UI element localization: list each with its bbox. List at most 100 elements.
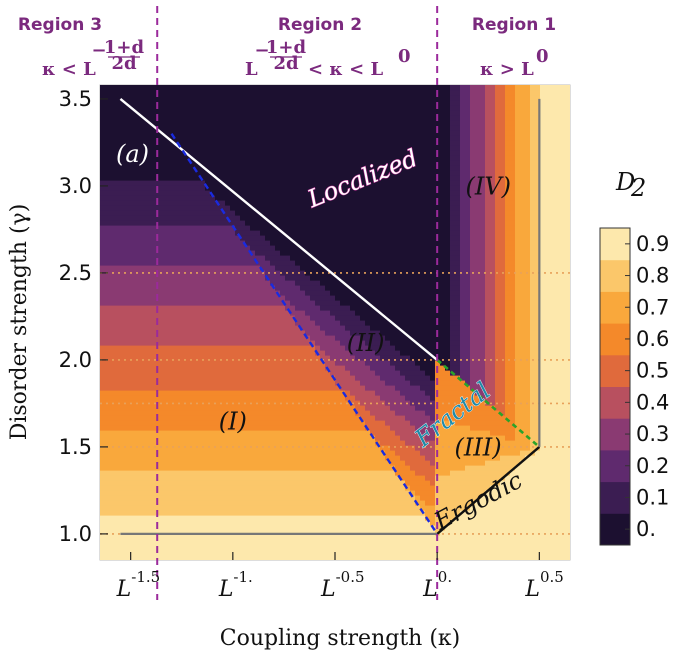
heat-cell — [275, 255, 281, 261]
heat-cell — [220, 480, 226, 486]
heat-cell — [195, 285, 201, 291]
heat-cell — [180, 120, 186, 126]
heat-cell — [275, 355, 281, 361]
heat-cell — [220, 155, 226, 161]
heat-cell — [125, 375, 131, 381]
heat-cell — [120, 300, 126, 306]
heat-cell — [110, 150, 116, 156]
heat-cell — [125, 470, 131, 476]
heat-cell — [355, 400, 361, 406]
heat-cell — [340, 435, 346, 441]
heat-cell — [240, 490, 246, 496]
heat-cell — [305, 90, 311, 96]
heat-cell — [130, 335, 136, 341]
heat-cell — [120, 150, 126, 156]
heat-cell — [300, 355, 306, 361]
heat-cell — [150, 345, 156, 351]
heat-cell — [110, 90, 116, 96]
heat-cell — [250, 250, 256, 256]
heat-cell — [345, 110, 351, 116]
heat-cell — [265, 470, 271, 476]
heat-cell — [195, 355, 201, 361]
heat-cell — [165, 150, 171, 156]
heat-cell — [120, 190, 126, 196]
heat-cell — [235, 345, 241, 351]
heat-cell — [270, 195, 276, 201]
heat-cell — [200, 285, 206, 291]
heat-cell — [260, 230, 266, 236]
heat-cell — [280, 270, 286, 276]
heat-cell — [340, 305, 346, 311]
heat-cell — [225, 410, 231, 416]
heat-cell — [235, 545, 241, 551]
heat-cell — [115, 115, 121, 121]
heat-cell — [305, 320, 311, 326]
heat-cell — [105, 415, 111, 421]
heat-cell — [110, 545, 116, 551]
heat-cell — [320, 125, 326, 131]
heat-cell — [305, 175, 311, 181]
heat-cell — [205, 485, 211, 491]
heat-cell — [325, 160, 331, 166]
heat-cell — [260, 415, 266, 421]
heat-cell — [260, 150, 266, 156]
heat-cell — [120, 440, 126, 446]
heat-cell — [190, 225, 196, 231]
heat-cell — [225, 205, 231, 211]
heat-cell — [245, 500, 251, 506]
heat-cell — [320, 220, 326, 226]
heat-cell — [200, 555, 206, 560]
heat-cell — [100, 545, 106, 551]
heat-cell — [340, 300, 346, 306]
heat-cell — [355, 245, 361, 251]
heat-cell — [160, 405, 166, 411]
heat-cell — [335, 265, 341, 271]
heat-cell — [195, 535, 201, 541]
heat-cell — [105, 380, 111, 386]
heat-cell — [290, 470, 296, 476]
heat-cell — [300, 220, 306, 226]
heat-cell — [285, 360, 291, 366]
heat-cell — [345, 300, 351, 306]
heat-cell — [310, 440, 316, 446]
heat-cell — [215, 345, 221, 351]
heat-cell — [150, 115, 156, 121]
heat-cell — [230, 405, 236, 411]
heat-cell — [160, 95, 166, 101]
heat-cell — [160, 330, 166, 336]
heat-cell — [235, 450, 241, 456]
heat-cell — [280, 400, 286, 406]
heat-cell — [335, 470, 341, 476]
heat-cell — [330, 310, 336, 316]
heat-cell — [175, 220, 181, 226]
heat-cell — [255, 385, 261, 391]
heat-cell — [360, 440, 366, 446]
heat-cell — [285, 440, 291, 446]
heat-cell — [210, 445, 216, 451]
heat-cell — [130, 525, 136, 531]
heat-cell — [170, 165, 176, 171]
heat-cell — [230, 165, 236, 171]
heat-cell — [295, 405, 301, 411]
heat-cell — [340, 120, 346, 126]
heat-cell — [205, 230, 211, 236]
heat-cell — [210, 460, 216, 466]
heat-cell — [110, 120, 116, 126]
heat-cell — [355, 355, 361, 361]
heat-cell — [140, 205, 146, 211]
heat-cell — [305, 485, 311, 491]
heat-cell — [165, 195, 171, 201]
heat-cell — [355, 485, 361, 491]
heat-cell — [215, 205, 221, 211]
heat-cell — [165, 340, 171, 346]
heat-cell — [360, 475, 366, 481]
heat-cell — [140, 200, 146, 206]
heat-cell — [265, 450, 271, 456]
heat-cell — [350, 215, 356, 221]
heat-cell — [185, 550, 191, 556]
heat-cell — [205, 250, 211, 256]
heat-cell — [200, 195, 206, 201]
heat-cell — [210, 350, 216, 356]
heat-cell — [280, 505, 286, 511]
heat-cell — [335, 115, 341, 121]
